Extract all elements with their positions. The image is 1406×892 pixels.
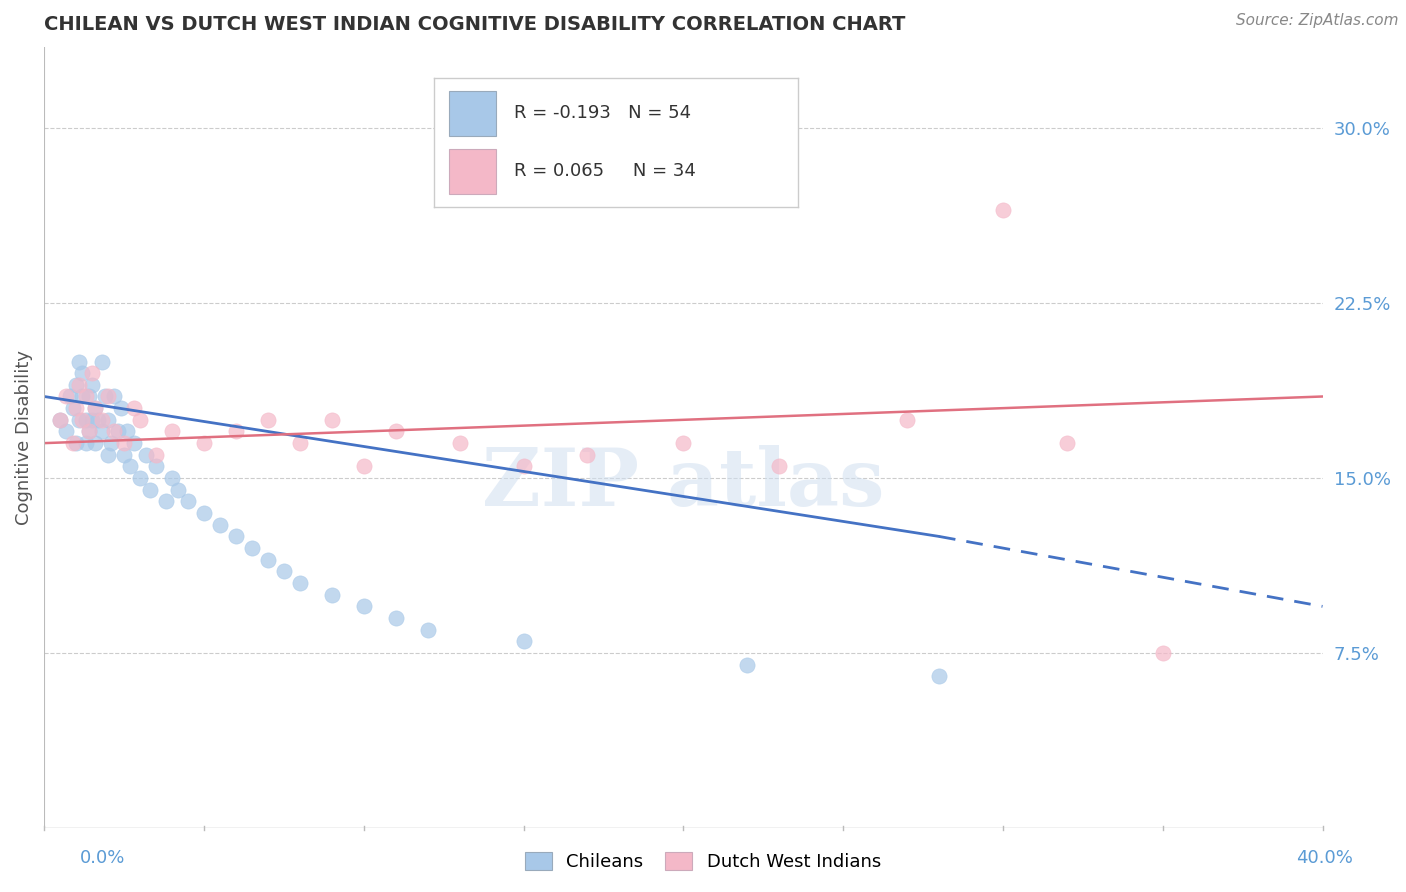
Point xyxy=(321,413,343,427)
Legend: Chileans, Dutch West Indians: Chileans, Dutch West Indians xyxy=(517,845,889,879)
Point xyxy=(49,413,72,427)
Point xyxy=(321,588,343,602)
Point xyxy=(135,448,157,462)
Point xyxy=(928,669,950,683)
Point xyxy=(1152,646,1174,660)
Point xyxy=(129,413,152,427)
Point xyxy=(384,611,406,625)
Point xyxy=(80,366,103,380)
Point xyxy=(65,401,87,416)
Point xyxy=(80,413,103,427)
Point xyxy=(84,436,107,450)
Point xyxy=(59,389,82,403)
Point xyxy=(512,634,534,648)
Point xyxy=(107,425,129,439)
Point xyxy=(72,366,94,380)
Point xyxy=(225,529,247,543)
Point xyxy=(84,401,107,416)
Point xyxy=(77,425,100,439)
Point xyxy=(77,425,100,439)
Point xyxy=(120,459,142,474)
Point xyxy=(103,389,125,403)
Point xyxy=(353,599,375,614)
Point xyxy=(87,413,110,427)
Point xyxy=(94,389,117,403)
Point xyxy=(84,401,107,416)
Point xyxy=(103,425,125,439)
Point xyxy=(991,202,1014,217)
Point xyxy=(80,377,103,392)
Point xyxy=(115,425,138,439)
Point xyxy=(512,459,534,474)
Point xyxy=(193,506,215,520)
Point xyxy=(416,623,439,637)
Point xyxy=(353,459,375,474)
Point xyxy=(138,483,160,497)
Point xyxy=(97,389,120,403)
Point xyxy=(240,541,263,555)
Point xyxy=(67,354,90,368)
Point xyxy=(155,494,177,508)
Point xyxy=(67,377,90,392)
Point xyxy=(62,401,84,416)
Point xyxy=(55,425,77,439)
Point xyxy=(72,413,94,427)
Point xyxy=(273,565,295,579)
Point xyxy=(55,389,77,403)
Point xyxy=(896,413,918,427)
Text: Source: ZipAtlas.com: Source: ZipAtlas.com xyxy=(1236,13,1399,29)
Point xyxy=(225,425,247,439)
Text: CHILEAN VS DUTCH WEST INDIAN COGNITIVE DISABILITY CORRELATION CHART: CHILEAN VS DUTCH WEST INDIAN COGNITIVE D… xyxy=(44,15,905,34)
Point xyxy=(193,436,215,450)
Point xyxy=(90,413,112,427)
Point xyxy=(160,425,183,439)
Point xyxy=(90,354,112,368)
Point xyxy=(145,448,167,462)
Point xyxy=(100,436,122,450)
Point xyxy=(112,436,135,450)
Point xyxy=(167,483,190,497)
Point xyxy=(67,413,90,427)
Point xyxy=(177,494,200,508)
Text: 0.0%: 0.0% xyxy=(80,848,125,866)
Point xyxy=(77,389,100,403)
Point xyxy=(122,401,145,416)
Point xyxy=(62,436,84,450)
Y-axis label: Cognitive Disability: Cognitive Disability xyxy=(15,350,32,524)
Point xyxy=(75,389,97,403)
Point xyxy=(65,377,87,392)
Point xyxy=(768,459,790,474)
Point xyxy=(449,436,471,450)
Point xyxy=(384,425,406,439)
Point xyxy=(90,425,112,439)
Point xyxy=(145,459,167,474)
Point xyxy=(256,413,278,427)
Point xyxy=(1056,436,1078,450)
Point xyxy=(97,413,120,427)
Point xyxy=(75,413,97,427)
Point xyxy=(97,448,120,462)
Point xyxy=(49,413,72,427)
Point xyxy=(576,448,599,462)
Point xyxy=(735,657,758,672)
Point xyxy=(129,471,152,485)
Point xyxy=(288,436,311,450)
Point xyxy=(65,436,87,450)
Point xyxy=(122,436,145,450)
Point xyxy=(72,389,94,403)
Point xyxy=(288,576,311,591)
Point xyxy=(208,517,231,532)
Text: 40.0%: 40.0% xyxy=(1296,848,1353,866)
Point xyxy=(672,436,695,450)
Point xyxy=(160,471,183,485)
Point xyxy=(110,401,132,416)
Point xyxy=(75,436,97,450)
Point xyxy=(112,448,135,462)
Point xyxy=(256,553,278,567)
Text: ZIP atlas: ZIP atlas xyxy=(482,445,884,524)
